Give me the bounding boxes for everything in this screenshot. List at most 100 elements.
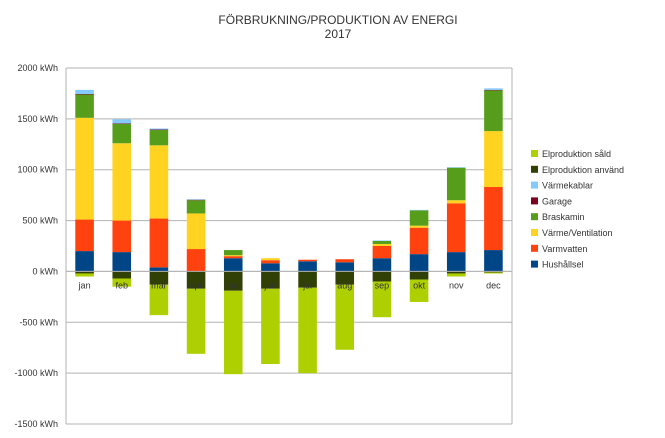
- y-axis-ticks: 2000 kWh 1500 kWh 1000 kWh 500 kWh 0 kWh -500…: [14, 63, 58, 429]
- bar-segment: [112, 143, 132, 221]
- bar-segment: [298, 287, 317, 374]
- legend-label: Elproduktion använd: [542, 165, 624, 175]
- bar-segment: [409, 210, 429, 226]
- bar-segment: [261, 288, 280, 364]
- x-category-label: feb: [115, 280, 128, 290]
- bar-segment: [409, 227, 429, 255]
- bar-segment: [261, 271, 280, 289]
- bar-segment: [372, 240, 392, 244]
- legend-swatch: [531, 181, 538, 189]
- bar-segment: [186, 288, 206, 354]
- bar-segment: [446, 273, 466, 277]
- bar-segment: [186, 213, 206, 250]
- x-category-label: jan: [78, 280, 91, 290]
- legend-swatch: [531, 260, 538, 268]
- x-category-label: jul: [302, 280, 312, 290]
- bar-segment: [75, 117, 94, 220]
- bar-segment: [149, 284, 169, 316]
- bar-segment: [149, 267, 169, 272]
- bar-segment: [484, 271, 503, 273]
- bar-segment: [335, 262, 355, 272]
- bar-segment: [298, 271, 317, 288]
- bar-segment: [446, 200, 466, 204]
- bar-segment: [298, 259, 317, 262]
- bar-segment: [335, 259, 355, 263]
- x-category-label: okt: [413, 280, 426, 290]
- bar-segment: [75, 251, 94, 272]
- y-tick-label: 1000 kWh: [17, 165, 58, 175]
- legend-label: Elproduktion såld: [542, 149, 611, 159]
- bar-segment: [149, 218, 169, 268]
- bar-segment: [149, 129, 169, 131]
- bar-segment: [372, 240, 392, 241]
- bar-segment: [484, 88, 503, 90]
- bar-segment: [446, 271, 466, 274]
- y-tick-label: -1500 kWh: [14, 419, 58, 429]
- bar-segment: [484, 250, 503, 272]
- bar-segment: [149, 128, 169, 130]
- bar-segment: [223, 255, 243, 257]
- bar-segment: [484, 89, 503, 91]
- bar-segment: [186, 199, 206, 201]
- bar-segment: [112, 271, 132, 279]
- bar-segment: [223, 256, 243, 259]
- legend-label: Värmekablar: [542, 181, 593, 191]
- bar-segment: [261, 258, 280, 261]
- legend: Elproduktion såld Elproduktion använd Värm…: [531, 149, 624, 270]
- bar-segment: [112, 252, 132, 272]
- bar-segment: [446, 167, 466, 168]
- y-tick-label: 500 kWh: [22, 216, 58, 226]
- bar-segment: [446, 167, 466, 201]
- bar-segment: [372, 258, 392, 272]
- bar-segment: [75, 271, 94, 274]
- bar-segment: [112, 220, 132, 253]
- bar-segment: [261, 263, 280, 272]
- bar-segment: [372, 271, 392, 282]
- legend-swatch: [531, 165, 538, 173]
- bar-segment: [298, 261, 317, 272]
- bar-segment: [335, 271, 355, 285]
- bar-segment: [149, 145, 169, 219]
- bar-segment: [335, 284, 355, 350]
- bar-segment: [372, 281, 392, 318]
- x-category-label: maj: [226, 280, 241, 290]
- bar-segment: [112, 123, 132, 124]
- x-category-label: mar: [151, 280, 167, 290]
- bar-segment: [75, 219, 94, 252]
- bar-segment: [409, 209, 429, 211]
- x-category-label: nov: [449, 280, 464, 290]
- bar-segment: [112, 278, 132, 287]
- legend-swatch: [531, 244, 538, 252]
- grid: [65, 67, 513, 425]
- legend-label: Värme/Ventilation: [542, 228, 613, 238]
- bar-segment: [484, 272, 503, 274]
- y-tick-label: 1500 kWh: [17, 114, 58, 124]
- bars: [75, 88, 503, 375]
- x-category-label: dec: [486, 280, 501, 290]
- legend-label: Varmvatten: [542, 244, 587, 254]
- bar-segment: [186, 271, 206, 289]
- x-category-label: jun: [263, 280, 276, 290]
- bar-segment: [223, 258, 243, 272]
- bar-segment: [75, 273, 94, 277]
- chart-subtitle: 2017: [325, 27, 352, 41]
- bar-segment: [484, 131, 503, 188]
- bar-segment: [75, 94, 94, 118]
- legend-swatch: [531, 213, 538, 221]
- bar-segment: [409, 279, 429, 302]
- bar-segment: [223, 271, 243, 291]
- bar-segment: [446, 203, 466, 253]
- bar-segment: [223, 250, 243, 256]
- bar-segment: [186, 200, 206, 214]
- bar-segment: [372, 243, 392, 246]
- bar-segment: [186, 249, 206, 272]
- bar-segment: [149, 271, 169, 285]
- bar-segment: [409, 225, 429, 228]
- y-tick-label: -1000 kWh: [14, 368, 58, 378]
- bar-segment: [186, 199, 206, 200]
- bar-segment: [75, 89, 94, 94]
- bar-segment: [409, 271, 429, 280]
- bar-segment: [484, 187, 503, 251]
- bar-segment: [112, 123, 132, 144]
